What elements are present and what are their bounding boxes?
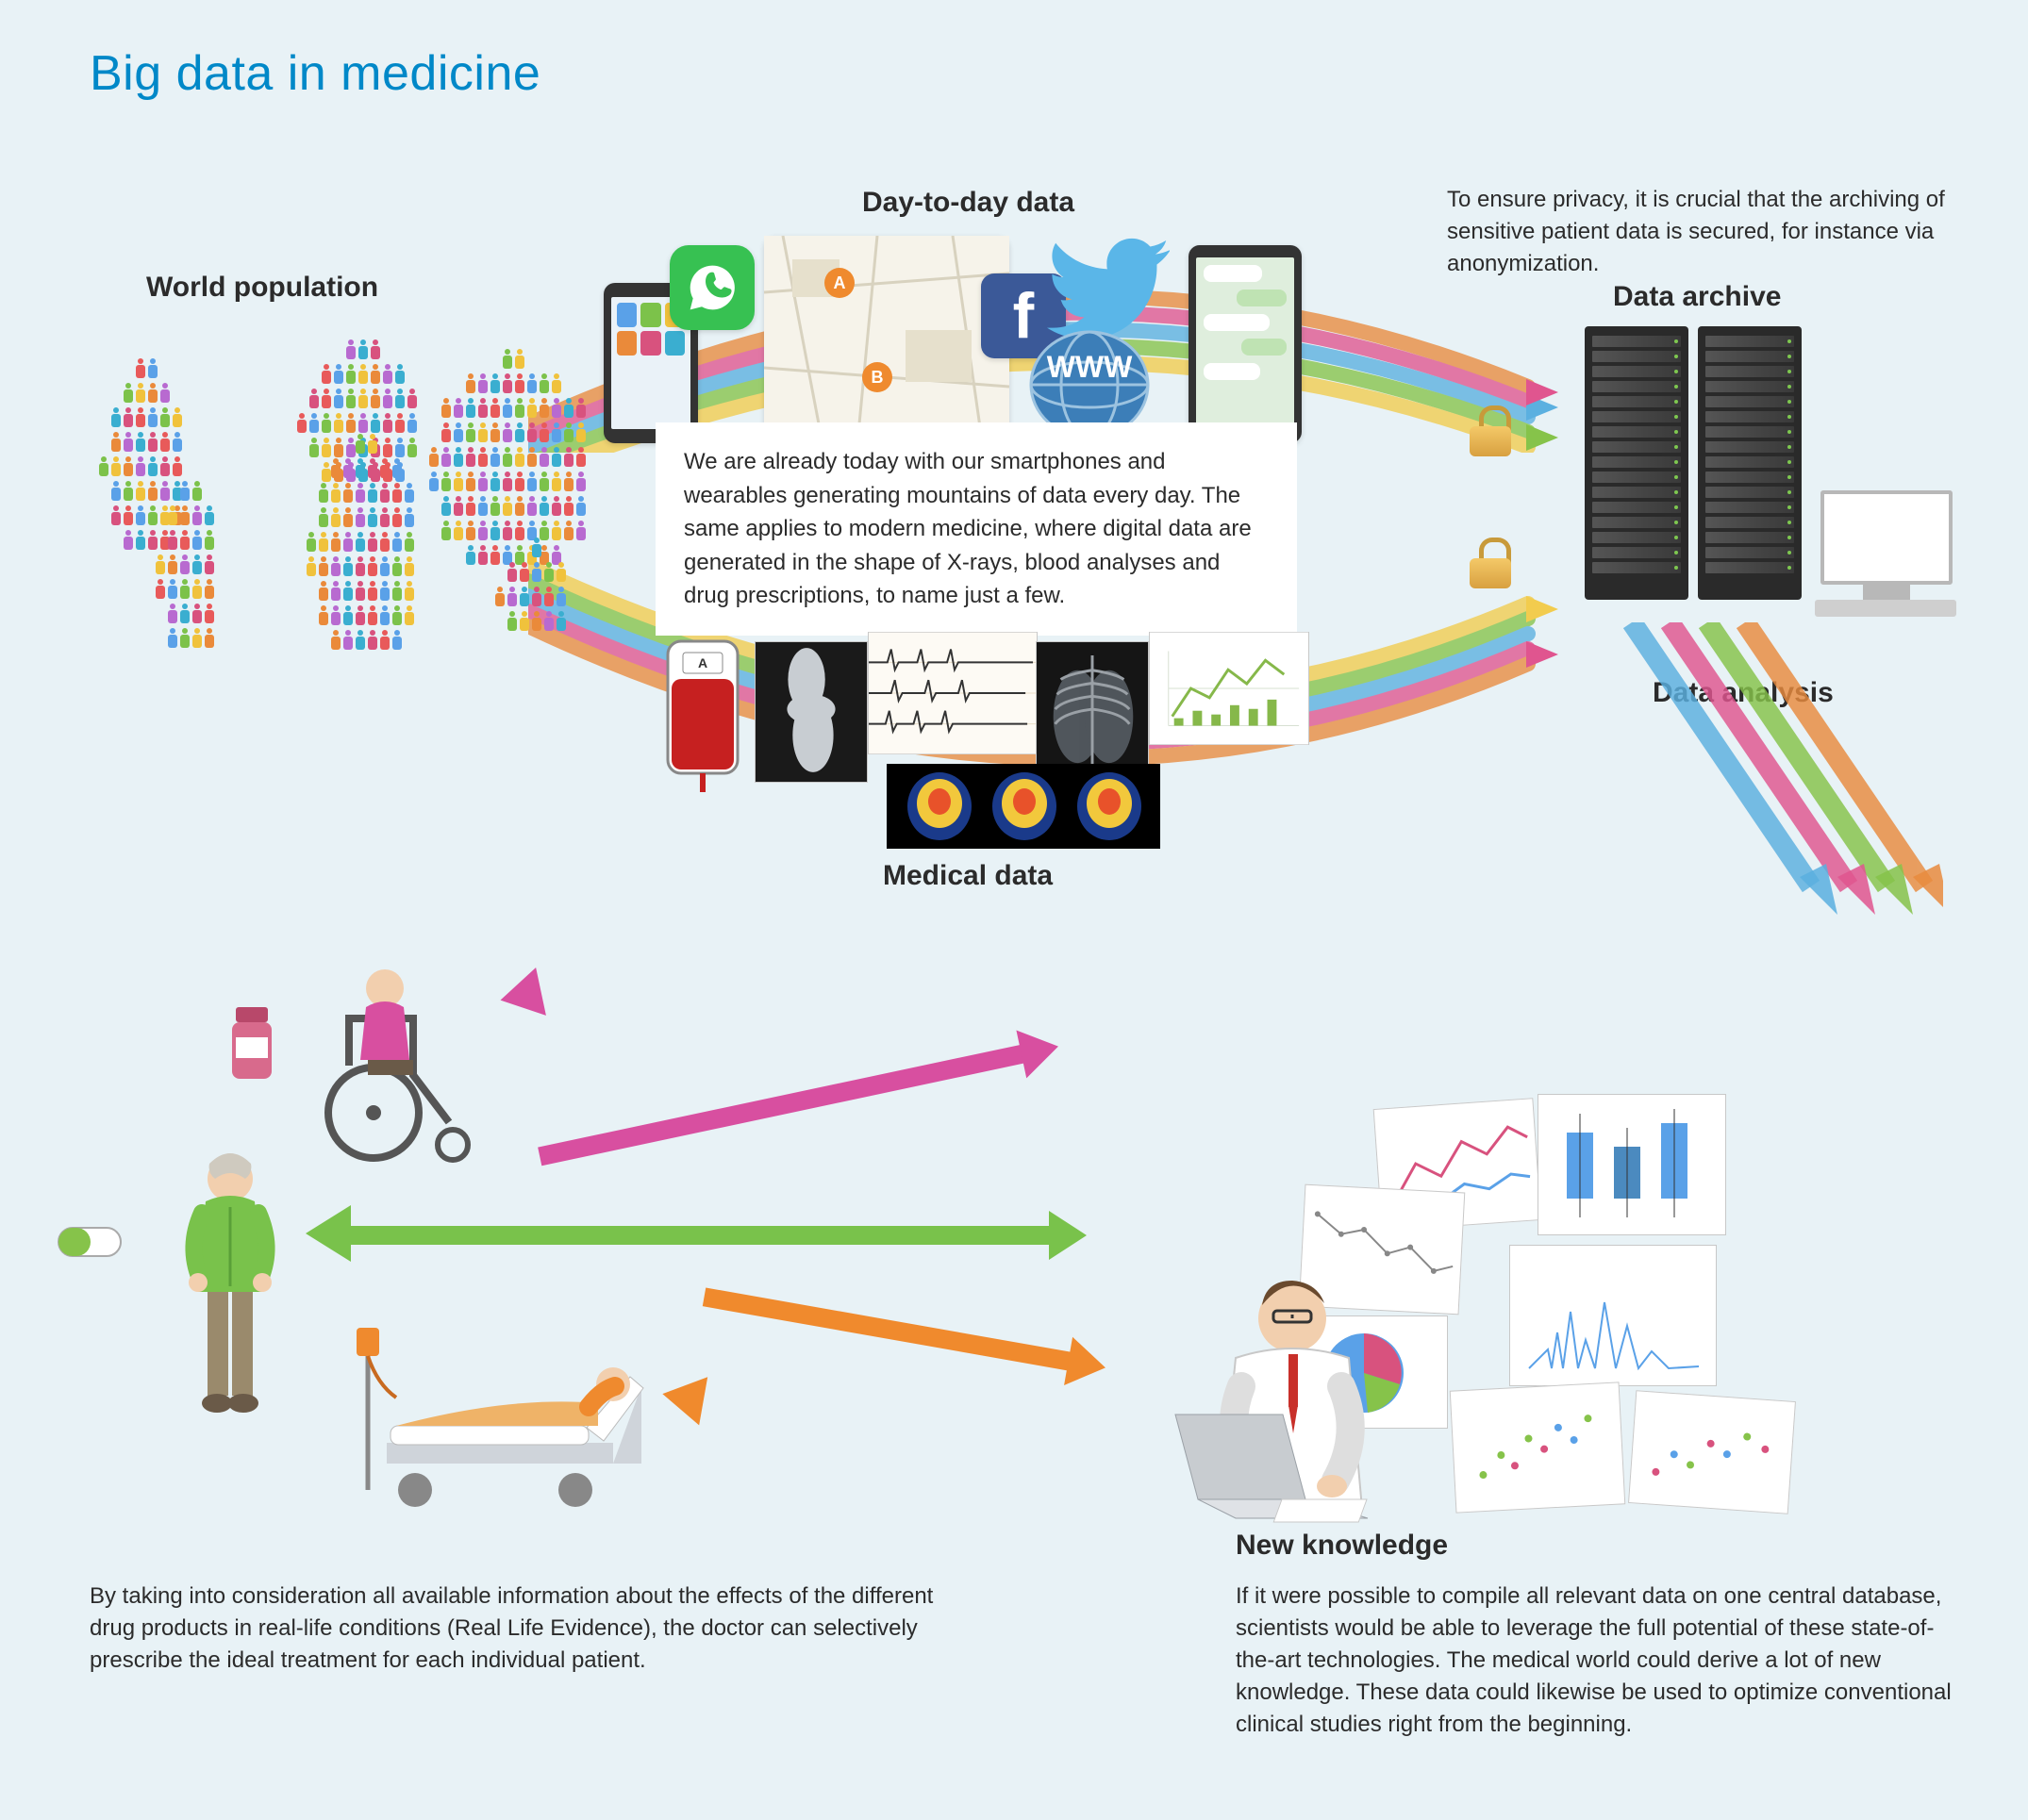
label-day-to-day: Day-to-day data [862,187,1074,219]
svg-text:B: B [872,368,884,387]
label-medical-data: Medical data [883,860,1053,892]
privacy-text: To ensure privacy, it is crucial that th… [1447,184,1947,280]
center-description: We are already today with our smartphone… [656,422,1297,636]
keyboard-icon [1815,600,1956,617]
map-icon: A B [764,236,1009,434]
chart-tile-icon [1149,632,1309,745]
doctor-analysis-zone [1141,1103,1820,1509]
page-title: Big data in medicine [90,45,540,102]
chat-phone-icon [1189,245,1302,443]
arrowhead-icon [500,971,541,1020]
arrowhead-icon [662,1373,704,1422]
arrow-to-bed [703,1287,1105,1376]
svg-text:A: A [834,273,846,292]
whatsapp-icon [670,245,755,330]
analysis-scatter-icon [1450,1382,1626,1513]
wheelchair-patient-icon [311,962,490,1169]
pill-icon [57,1226,123,1258]
monitor-icon [1820,490,1953,585]
world-population-map [90,321,618,679]
standing-patient-icon [170,1150,292,1433]
chest-xray-icon [1036,641,1149,783]
flow-stripes-analysis [1490,622,1943,962]
blood-bag-icon: A [651,632,755,792]
label-data-analysis: Data analysis [1653,677,1834,709]
arrowhead-icon [306,1205,351,1262]
brain-scans-icon [887,764,1160,849]
label-world-population: World population [146,272,378,304]
svg-text:A: A [698,655,707,670]
day-to-day-cluster: A B f WWW [604,245,1358,434]
analysis-chart-icon [1538,1094,1726,1235]
svg-text:WWW: WWW [1047,350,1133,384]
server-rack-icon [1585,326,1688,600]
label-data-archive: Data archive [1613,281,1781,313]
lock-icon [1470,405,1511,456]
lock-icon [1470,538,1511,588]
medical-data-cluster: A [651,632,1311,849]
analysis-chart-icon [1509,1245,1717,1386]
doctor-icon [1132,1264,1434,1547]
ecg-icon [868,632,1038,754]
knowledge-text: If it were possible to compile all relev… [1236,1580,1962,1741]
server-rack-icon [1698,326,1802,600]
treatment-text: By taking into consideration all availab… [90,1580,939,1677]
arrow-to-standing [340,1226,1085,1245]
analysis-scatter-icon [1628,1390,1796,1514]
knee-xray-icon [755,641,868,783]
hospital-bed-icon [330,1320,651,1528]
medicine-bottle-icon [226,1007,277,1083]
